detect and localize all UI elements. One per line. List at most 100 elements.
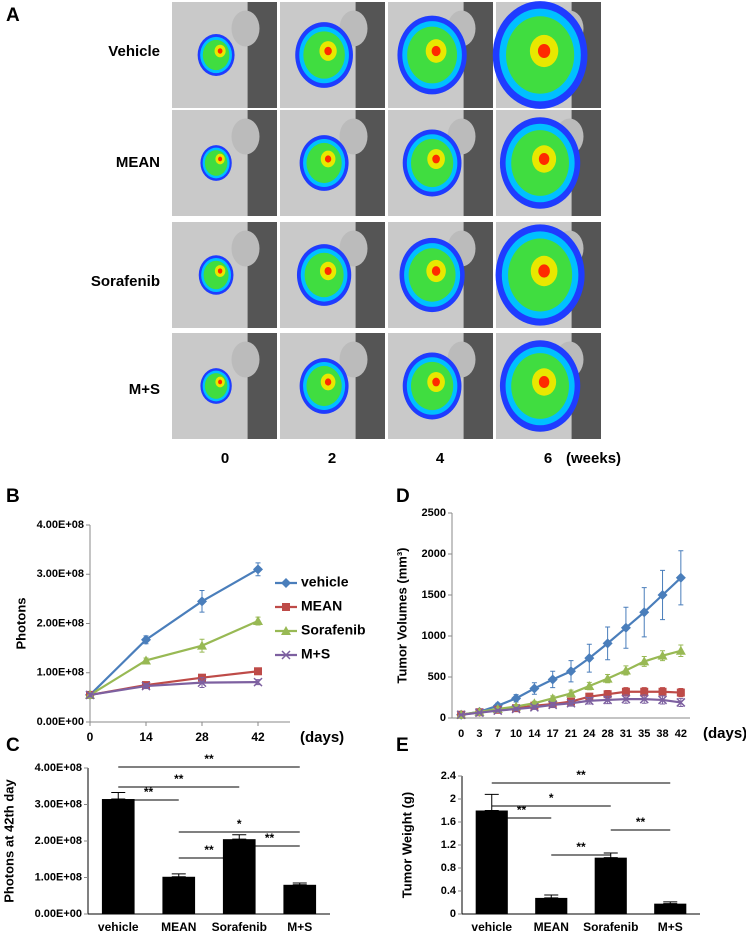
- error-bar: [111, 791, 126, 800]
- marker: [658, 695, 668, 705]
- column-label: 4: [436, 450, 445, 467]
- significance-label: **: [204, 752, 214, 766]
- marker: [548, 700, 558, 710]
- y-tick-label: 0.00E+00: [37, 716, 84, 728]
- marker: [676, 697, 686, 707]
- legend-label: vehicle: [301, 574, 349, 590]
- y-axis-label: Tumor Weight (g): [399, 792, 414, 898]
- marker: [547, 674, 558, 685]
- panel-letter: E: [396, 735, 409, 756]
- x-tick-label: 0: [458, 728, 464, 740]
- unit-label: (weeks): [566, 450, 621, 467]
- marker: [547, 693, 558, 703]
- marker: [657, 650, 668, 660]
- signal: [324, 266, 332, 276]
- significance-label: **: [204, 843, 214, 857]
- marker: [253, 564, 263, 575]
- y-tick-label: 1.00E+08: [37, 667, 84, 679]
- y-tick-label: 2: [450, 793, 456, 805]
- marker: [639, 607, 650, 618]
- signal: [324, 46, 332, 56]
- x-tick-label: 7: [495, 728, 501, 740]
- signal: [204, 150, 228, 176]
- error-bar: [663, 901, 678, 905]
- marker: [493, 706, 503, 716]
- marker: [141, 681, 151, 691]
- y-tick-label: 3.00E+08: [35, 798, 82, 810]
- bar: [654, 903, 687, 914]
- marker: [657, 590, 668, 600]
- marker: [639, 694, 649, 704]
- y-tick-label: 2000: [422, 548, 446, 560]
- bar: [162, 876, 196, 914]
- marker: [197, 678, 207, 688]
- y-axis-label: Photons at 42th day: [1, 778, 16, 902]
- y-tick-label: 1.6: [441, 816, 456, 828]
- marker: [621, 694, 631, 704]
- significance-label: *: [237, 817, 242, 831]
- legend-label: Sorafenib: [301, 622, 366, 638]
- legend-marker: [281, 650, 291, 660]
- x-tick-label: Sorafenib: [212, 920, 267, 934]
- column-label: 2: [328, 450, 336, 467]
- y-tick-label: 0: [440, 712, 446, 724]
- y-tick-label: 500: [428, 671, 446, 683]
- legend-marker: [281, 626, 291, 635]
- x-tick-label: 42: [675, 728, 687, 740]
- ear: [231, 230, 260, 267]
- signal: [324, 155, 332, 163]
- bar: [475, 810, 508, 914]
- series-line: [89, 681, 259, 696]
- ear: [231, 118, 260, 155]
- column-label: 6: [544, 450, 552, 467]
- marker: [602, 673, 613, 683]
- error-bar: [544, 894, 559, 899]
- y-tick-label: 4.00E+08: [35, 762, 82, 774]
- marker: [253, 677, 263, 687]
- marker: [603, 690, 612, 699]
- marker: [197, 640, 207, 650]
- significance-label: **: [576, 768, 586, 782]
- marker: [658, 687, 667, 696]
- x-tick-label: Sorafenib: [583, 920, 638, 934]
- row-label: Vehicle: [108, 43, 160, 60]
- x-tick-label: 28: [601, 728, 613, 740]
- marker: [529, 702, 539, 712]
- panel-letter: A: [6, 5, 20, 26]
- marker: [511, 704, 521, 714]
- bar: [222, 839, 256, 914]
- y-tick-label: 2.00E+08: [35, 835, 82, 847]
- panel-letter: D: [396, 486, 410, 507]
- marker: [675, 645, 686, 655]
- legend-marker: [281, 578, 291, 588]
- marker: [621, 687, 630, 696]
- marker: [566, 688, 576, 698]
- bar: [594, 857, 627, 914]
- significance-label: **: [174, 772, 184, 786]
- marker: [511, 693, 522, 704]
- legend-label: MEAN: [301, 598, 342, 614]
- series-line: [89, 568, 259, 696]
- panel-letter: B: [6, 486, 20, 507]
- x-axis-label: (days): [300, 729, 344, 746]
- marker: [456, 710, 466, 720]
- significance-label: *: [549, 791, 554, 805]
- signal: [204, 373, 228, 399]
- column-label: 0: [221, 450, 229, 467]
- x-tick-label: 21: [565, 728, 577, 740]
- x-tick-label: 14: [139, 730, 153, 744]
- signal: [537, 43, 551, 59]
- error-bar: [171, 873, 186, 878]
- x-tick-label: 31: [620, 728, 632, 740]
- marker: [602, 638, 613, 649]
- bar: [101, 799, 135, 914]
- ear: [339, 341, 368, 378]
- y-axis-label: Photons: [13, 598, 28, 650]
- x-tick-label: 14: [528, 728, 541, 740]
- signal: [324, 378, 332, 386]
- y-tick-label: 0.8: [441, 862, 456, 874]
- marker: [675, 572, 686, 583]
- series-line: [89, 620, 259, 696]
- marker: [620, 622, 631, 633]
